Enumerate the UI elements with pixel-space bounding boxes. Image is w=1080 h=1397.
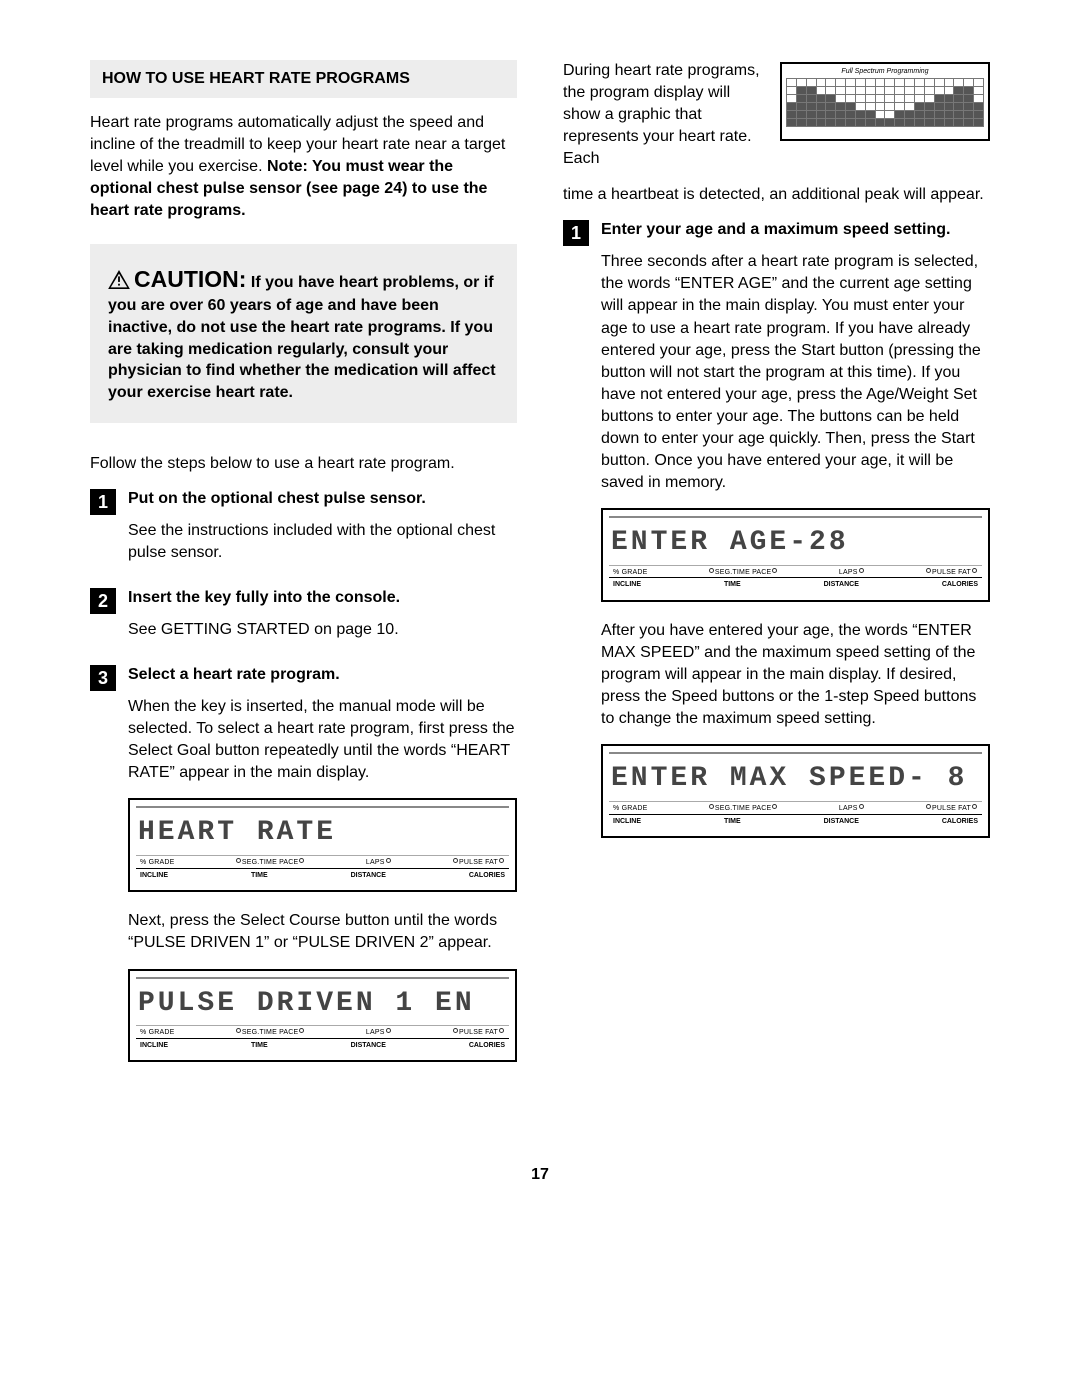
page: HOW TO USE HEART RATE PROGRAMS Heart rat… [0,0,1080,1224]
lbl: TIME [724,817,741,827]
lbl: % GRADE [140,858,174,868]
step-2-title: Insert the key fully into the console. [128,588,517,609]
spectrum-graphic: Full Spectrum Programming [780,62,990,141]
step-3: Select a heart rate program. When the ke… [90,665,517,1062]
lbl: PULSE FAT [925,804,978,814]
right-top-block: During heart rate programs, the program … [563,60,990,170]
lcd-labels-top: % GRADE SEG.TIME PACE LAPS PULSE FAT [136,856,509,869]
lcd-labels-bot: INCLINE TIME DISTANCE CALORIES [136,1039,509,1051]
lbl: INCLINE [613,580,641,590]
lbl: SEG.TIME PACE [708,804,779,814]
step-1: Put on the optional chest pulse sensor. … [90,489,517,564]
lbl: CALORIES [942,580,978,590]
step-4: Enter your age and a maximum speed setti… [563,220,990,838]
lbl: SEG.TIME PACE [708,568,779,578]
lcd-labels-bot: INCLINE TIME DISTANCE CALORIES [136,869,509,881]
lcd-labels-bot: INCLINE TIME DISTANCE CALORIES [609,578,982,590]
lbl: LAPS [839,804,865,814]
lbl: TIME [724,580,741,590]
left-column: HOW TO USE HEART RATE PROGRAMS Heart rat… [90,60,517,1086]
intro-paragraph: Heart rate programs automatically adjust… [90,112,517,222]
follow-steps-text: Follow the steps below to use a heart ra… [90,453,517,475]
lbl: % GRADE [613,568,647,578]
caution-title: CAUTION: [134,266,246,292]
lcd-heart-rate: HEART RATE % GRADE SEG.TIME PACE LAPS PU… [128,798,517,892]
lcd-heart-rate-text: HEART RATE [136,810,509,856]
lbl: PULSE FAT [452,858,505,868]
lbl: % GRADE [140,1028,174,1038]
step-4-title: Enter your age and a maximum speed setti… [601,220,990,241]
lbl: LAPS [366,858,392,868]
lcd-enter-max-speed: ENTER MAX SPEED- 8 % GRADE SEG.TIME PACE… [601,744,990,838]
right-column: During heart rate programs, the program … [563,60,990,1086]
lbl: TIME [251,1041,268,1051]
lbl: LAPS [366,1028,392,1038]
lbl: DISTANCE [351,1041,386,1051]
lcd-pulse-driven: PULSE DRIVEN 1 EN % GRADE SEG.TIME PACE … [128,969,517,1063]
right-top-continue: time a heartbeat is detected, an additio… [563,184,990,206]
lcd-enter-max-text: ENTER MAX SPEED- 8 [609,756,982,802]
spectrum-title: Full Spectrum Programming [786,68,984,75]
step-1-body: See the instructions included with the o… [128,520,517,564]
step-3-title: Select a heart rate program. [128,665,517,686]
page-number: 17 [90,1166,990,1184]
step-list: Put on the optional chest pulse sensor. … [90,489,517,1062]
lbl: LAPS [839,568,865,578]
lcd-enter-age: ENTER AGE-28 % GRADE SEG.TIME PACE LAPS … [601,508,990,602]
lbl: SEG.TIME PACE [235,1028,306,1038]
lbl: INCLINE [140,871,168,881]
lbl: TIME [251,871,268,881]
lcd-labels-bot: INCLINE TIME DISTANCE CALORIES [609,815,982,827]
lbl: PULSE FAT [925,568,978,578]
lbl: CALORIES [469,871,505,881]
warning-triangle-icon [108,270,130,289]
lbl: INCLINE [613,817,641,827]
lbl: CALORIES [942,817,978,827]
caution-box: CAUTION: If you have heart problems, or … [90,244,517,423]
step-3-body-1: When the key is inserted, the manual mod… [128,696,517,784]
step-2: Insert the key fully into the console. S… [90,588,517,641]
step-3-body-2: Next, press the Select Course button unt… [128,910,517,954]
section-header: HOW TO USE HEART RATE PROGRAMS [90,60,517,98]
lcd-labels-top: % GRADE SEG.TIME PACE LAPS PULSE FAT [609,566,982,579]
lbl: DISTANCE [824,817,859,827]
lbl: DISTANCE [824,580,859,590]
step-4-body-2: After you have entered your age, the wor… [601,620,990,730]
lcd-pulse-driven-text: PULSE DRIVEN 1 EN [136,981,509,1027]
step-list-right: Enter your age and a maximum speed setti… [563,220,990,838]
step-1-title: Put on the optional chest pulse sensor. [128,489,517,510]
lcd-enter-age-text: ENTER AGE-28 [609,520,982,566]
step-2-body: See GETTING STARTED on page 10. [128,619,517,641]
lbl: DISTANCE [351,871,386,881]
lcd-labels-top: % GRADE SEG.TIME PACE LAPS PULSE FAT [609,802,982,815]
two-column-layout: HOW TO USE HEART RATE PROGRAMS Heart rat… [90,60,990,1086]
lbl: INCLINE [140,1041,168,1051]
lbl: SEG.TIME PACE [235,858,306,868]
lcd-labels-top: % GRADE SEG.TIME PACE LAPS PULSE FAT [136,1026,509,1039]
spectrum-grid [786,78,984,127]
lbl: PULSE FAT [452,1028,505,1038]
right-top-text: During heart rate programs, the program … [563,60,768,170]
lbl: CALORIES [469,1041,505,1051]
caution-body: If you have heart problems, or if you ar… [108,274,496,400]
step-4-body-1: Three seconds after a heart rate program… [601,251,990,494]
lbl: % GRADE [613,804,647,814]
